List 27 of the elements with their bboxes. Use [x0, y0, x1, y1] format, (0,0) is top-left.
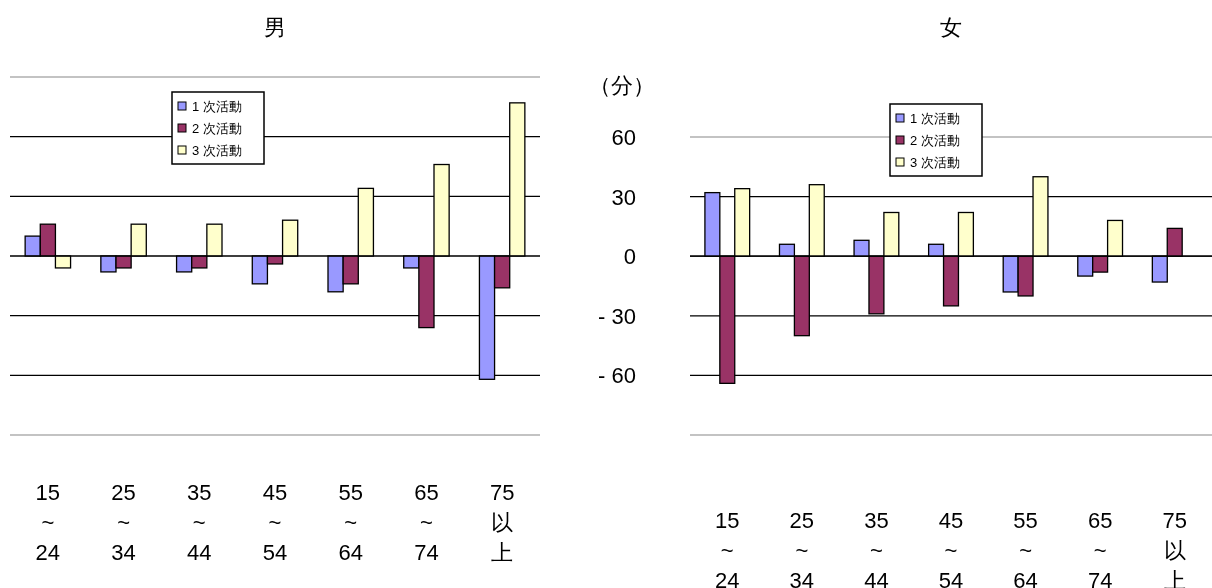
- legend-label: 2 次活動: [910, 133, 960, 148]
- y-tick-label: 30: [611, 184, 636, 210]
- x-tick-label: 35 ~ 44: [864, 508, 889, 588]
- chart-title: 女: [940, 15, 962, 40]
- x-tick-label: 15 ~ 24: [35, 480, 61, 565]
- x-tick-label: 45 ~ 54: [938, 508, 964, 588]
- y-tick-label: - 60: [598, 363, 636, 389]
- x-tick-label: 55 ~ 64: [1013, 508, 1038, 588]
- x-tick-label: 45 ~ 54: [262, 480, 288, 565]
- y-tick-label: 0: [623, 244, 636, 270]
- legend-label: 3 次活動: [192, 143, 242, 158]
- x-tick-label: 65 ~ 74: [1087, 508, 1113, 588]
- x-tick-label: 35 ~ 44: [187, 480, 212, 565]
- x-tick-label: 25 ~ 34: [111, 480, 136, 565]
- y-tick-label: 60: [611, 125, 636, 150]
- legend-label: 3 次活動: [910, 155, 960, 170]
- legend-label: 1 次活動: [192, 99, 242, 114]
- y-axis-title: （分）: [589, 73, 655, 98]
- y-tick-label: - 30: [598, 303, 636, 329]
- legend-label: 1 次活動: [910, 111, 960, 126]
- legend-label: 2 次活動: [192, 121, 242, 136]
- x-tick-label: 65 ~ 74: [414, 480, 439, 565]
- chart-title: 男: [264, 15, 286, 40]
- x-tick-label: 55 ~ 64: [338, 480, 363, 565]
- x-tick-label: 25 ~ 34: [789, 508, 815, 588]
- x-tick-label: 75 以上: [489, 480, 515, 565]
- x-tick-label: 15 ~ 24: [715, 508, 740, 588]
